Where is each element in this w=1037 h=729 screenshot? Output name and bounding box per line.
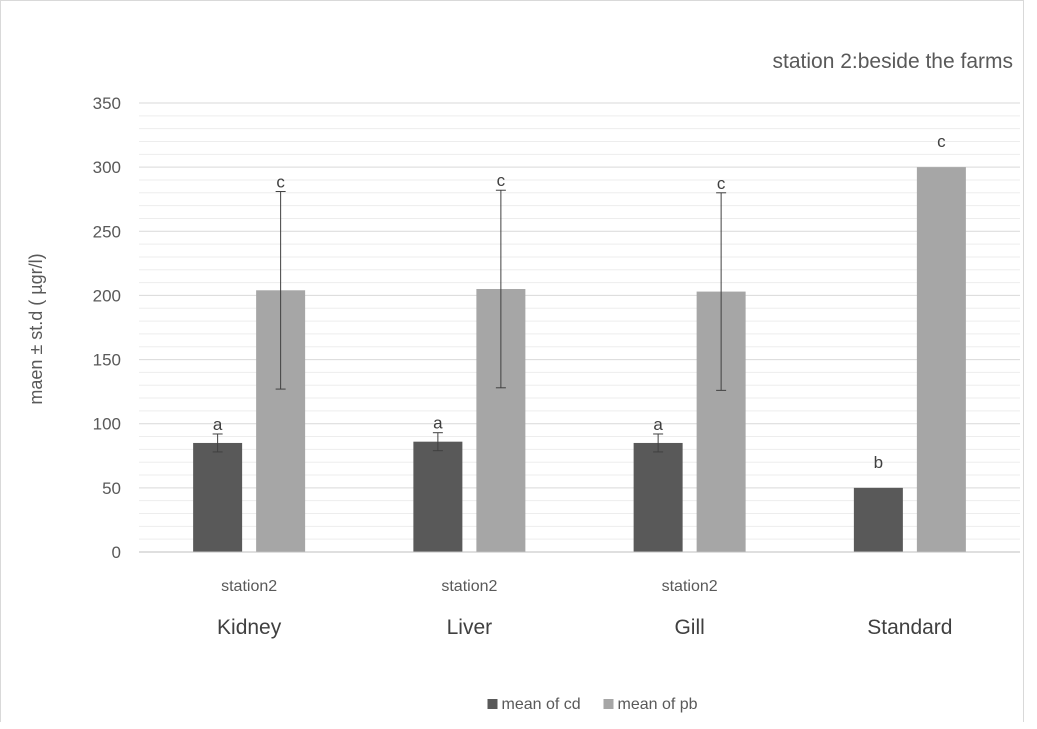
legend: mean of cd mean of pb — [487, 696, 698, 713]
significance-label: b — [874, 453, 883, 472]
y-axis-label: maen ± st.d ( µgr/l) — [26, 253, 46, 404]
legend-swatch — [603, 699, 614, 709]
significance-label: c — [497, 171, 506, 190]
legend-label: mean of cd — [502, 696, 581, 713]
x-category-label: Gill — [674, 616, 704, 639]
significance-label: c — [276, 173, 285, 192]
legend-label: mean of pb — [618, 696, 698, 713]
bar — [413, 441, 463, 552]
bar — [853, 487, 903, 552]
y-tick-label: 150 — [93, 351, 121, 370]
significance-label: c — [937, 132, 946, 151]
significance-label: a — [213, 415, 223, 434]
bar — [633, 442, 683, 552]
x-category-label: Standard — [867, 616, 952, 639]
legend-swatch — [487, 699, 498, 709]
error-bars — [212, 189, 727, 453]
significance-label: a — [433, 414, 443, 433]
bars — [193, 167, 966, 552]
y-tick-label: 250 — [93, 222, 121, 241]
chart-frame: a c a c a c b c 0 50 100 150 200 250 300 350 station2 Ki… — [0, 0, 1024, 722]
x-category-label: Liver — [447, 616, 493, 639]
data-labels: a c a c a c b c — [213, 132, 946, 472]
significance-label: a — [653, 415, 663, 434]
bar — [916, 167, 966, 552]
bar-chart: a c a c a c b c 0 50 100 150 200 250 300 350 station2 Ki… — [26, 50, 1020, 713]
chart-title: station 2:beside the farms — [773, 50, 1013, 73]
bar — [193, 442, 243, 552]
y-tick-label: 50 — [102, 479, 121, 498]
x-sub-label: station2 — [662, 578, 718, 595]
significance-label: c — [717, 174, 726, 193]
y-tick-label: 100 — [93, 415, 121, 434]
y-tick-label: 0 — [112, 543, 121, 562]
x-sub-label: station2 — [441, 578, 497, 595]
y-tick-label: 200 — [93, 286, 121, 305]
x-sub-label: station2 — [221, 578, 277, 595]
x-category-label: Kidney — [217, 616, 282, 639]
y-tick-label: 300 — [93, 158, 121, 177]
axes: 0 50 100 150 200 250 300 350 station2 Kidney stati… — [93, 94, 1020, 639]
y-tick-label: 350 — [93, 94, 121, 113]
